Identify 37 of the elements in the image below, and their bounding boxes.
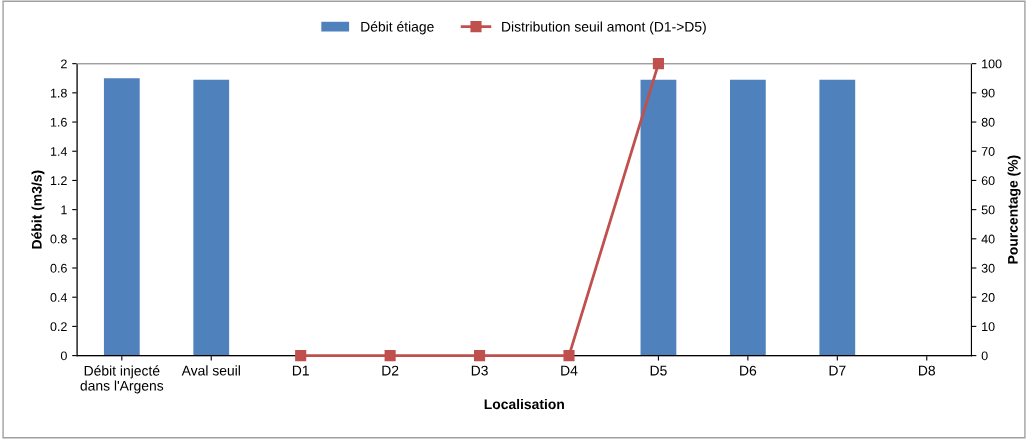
x-tick-label: D7 [829, 365, 846, 376]
y-axis-title: Débit (m3/s) [31, 170, 45, 249]
y2-tick-label: 90 [981, 88, 995, 98]
x-tick-label: D1 [292, 365, 309, 376]
y2-tick-label: 80 [981, 117, 995, 127]
y2-tick-label: 60 [981, 176, 995, 186]
y-tick-label: 1.6 [50, 117, 67, 127]
y2-tick-label: 100 [982, 59, 1002, 69]
legend-label: Débit étiage [361, 21, 434, 35]
y-tick-label: 0.4 [50, 293, 68, 302]
x-tick-label: Débit injecté dans l'Argens [80, 365, 164, 394]
x-tick-label: D8 [919, 365, 936, 376]
y2-tick-label: 40 [981, 234, 995, 244]
x-tick-label: D4 [561, 365, 578, 376]
x-tick-label: D2 [382, 365, 399, 376]
x-tick-label: D6 [740, 365, 757, 376]
y2-tick-label: 20 [981, 293, 995, 302]
y-tick-label: 2 [61, 59, 67, 69]
y-tick-label: 0.6 [50, 263, 67, 273]
y2-axis-title: Pourcentage (%) [1007, 155, 1021, 264]
y2-tick-label: 70 [981, 147, 995, 156]
y-tick-label: 1.2 [50, 176, 67, 185]
x-tick-label: D3 [471, 365, 488, 376]
y-tick-label: 1.8 [50, 88, 67, 98]
y2-tick-label: 0 [981, 351, 988, 361]
y-tick-label: 0 [60, 351, 67, 361]
legend-label: Distribution seuil amont (D1->D5) [502, 21, 706, 35]
y-tick-label: 0.2 [50, 322, 67, 332]
x-tick-label: Aval seuil [181, 365, 240, 376]
y2-tick-label: 50 [981, 205, 995, 215]
x-tick-label: D5 [650, 365, 667, 376]
y-tick-label: 1 [61, 205, 67, 215]
y2-tick-label: 30 [981, 263, 995, 273]
y-tick-label: 1.4 [50, 147, 68, 156]
y-tick-label: 0.8 [50, 234, 67, 244]
y2-tick-label: 10 [982, 322, 995, 332]
x-axis-title: Localisation [484, 398, 564, 410]
